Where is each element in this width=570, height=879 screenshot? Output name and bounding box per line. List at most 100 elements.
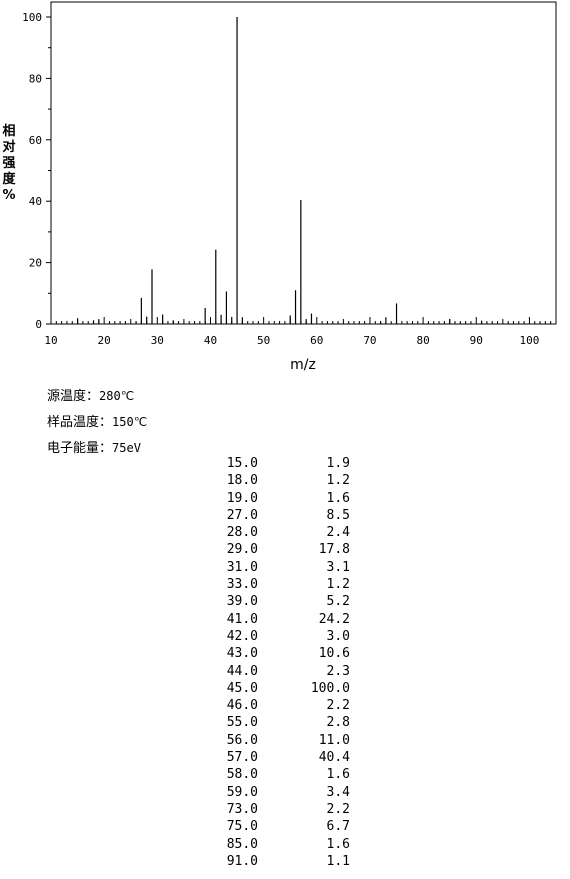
y-axis-title-char: 相 (2, 124, 16, 139)
peak-mz: 85.0 (226, 836, 258, 852)
x-tick-label: 10 (44, 334, 57, 347)
x-axis-label: m/z (290, 357, 316, 373)
peak-intensity: 1.9 (326, 456, 350, 471)
peak-mz: 55.0 (226, 715, 258, 731)
electron-energy: 电子能量：75eV (47, 437, 141, 456)
y-axis-title-char: 度 (2, 172, 16, 187)
x-tick-label: 90 (470, 334, 483, 347)
peak-intensity: 3.1 (326, 559, 350, 575)
peak-mz: 33.0 (226, 577, 258, 593)
condition-label: 样品温度： (47, 415, 113, 430)
peak-mz: 91.0 (226, 853, 258, 869)
peak-mz: 75.0 (226, 819, 258, 835)
table-row: 42.0 3.0 (200, 629, 350, 646)
condition-value: 150℃ (112, 415, 148, 429)
peak-intensity: 1.1 (326, 853, 350, 869)
peak-mz: 58.0 (226, 767, 258, 783)
peak-intensity: 8.5 (326, 507, 350, 523)
y-axis-title: 相 对 强 度 % (1, 124, 17, 204)
peak-intensity: 1.6 (326, 836, 350, 852)
peak-intensity: 24.2 (318, 611, 350, 627)
plot-frame (50, 1, 557, 325)
peak-mz: 46.0 (226, 698, 258, 714)
peak-mz: 28.0 (226, 525, 258, 541)
table-row: 28.0 2.4 (200, 525, 350, 542)
table-row: 15.0 1.9 (200, 456, 350, 473)
y-axis-title-char: 对 (2, 140, 16, 155)
y-tick-label: 0 (35, 318, 42, 331)
peak-intensity: 11.0 (318, 732, 350, 748)
table-row: 46.0 2.2 (200, 698, 350, 715)
table-row: 43.0 10.6 (200, 646, 350, 663)
peak-table: 15.0 1.9 18.0 1.2 19.0 1.6 27.0 8.5 28.0 2.4 29.0 1… (200, 456, 350, 871)
source-temperature: 源温度：280℃ (47, 385, 134, 404)
table-row: 59.0 3.4 (200, 785, 350, 802)
table-row: 57.0 40.4 (200, 750, 350, 767)
peak-mz: 19.0 (226, 490, 258, 506)
peak-mz: 29.0 (226, 542, 258, 558)
peak-mz: 27.0 (226, 507, 258, 523)
x-tick-label: 30 (151, 334, 164, 347)
y-axis-title-char: % (2, 188, 16, 203)
table-row: 39.0 5.2 (200, 594, 350, 611)
x-tick-label: 40 (204, 334, 217, 347)
peak-intensity: 1.2 (326, 473, 350, 489)
peak-intensity: 1.6 (326, 490, 350, 506)
table-row: 31.0 3.1 (200, 560, 350, 577)
peak-mz: 31.0 (226, 559, 258, 575)
y-tick-label: 20 (29, 257, 42, 270)
y-tick-label: 80 (29, 72, 42, 85)
table-row: 18.0 1.2 (200, 473, 350, 490)
table-row: 27.0 8.5 (200, 508, 350, 525)
peak-intensity: 17.8 (318, 542, 350, 558)
peak-intensity: 2.3 (326, 663, 350, 679)
peak-mz: 59.0 (226, 784, 258, 800)
peak-mz: 57.0 (226, 750, 258, 766)
table-row: 55.0 2.8 (200, 715, 350, 732)
x-tick-label: 70 (363, 334, 376, 347)
peak-mz: 42.0 (226, 628, 258, 644)
table-row: 45.0 100.0 (200, 681, 350, 698)
table-row: 44.0 2.3 (200, 664, 350, 681)
x-tick-label: 20 (98, 334, 111, 347)
y-tick-label: 60 (29, 134, 42, 147)
peak-intensity: 1.2 (326, 577, 350, 593)
peak-mz: 15.0 (226, 456, 258, 471)
y-tick-label: 40 (29, 195, 42, 208)
peak-intensity: 3.4 (326, 784, 350, 800)
peak-intensity: 6.7 (326, 819, 350, 835)
table-row: 41.0 24.2 (200, 612, 350, 629)
peak-mz: 18.0 (226, 473, 258, 489)
peak-intensity: 2.2 (326, 801, 350, 817)
y-tick-label: 100 (22, 11, 42, 24)
peak-intensity: 2.4 (326, 525, 350, 541)
peak-intensity: 100.0 (310, 680, 350, 696)
x-tick-label: 60 (310, 334, 323, 347)
condition-label: 电子能量： (47, 441, 113, 456)
peak-mz: 45.0 (226, 680, 258, 696)
table-row: 75.0 6.7 (200, 819, 350, 836)
y-axis-title-char: 强 (2, 156, 16, 171)
peak-mz: 73.0 (226, 801, 258, 817)
y-axis-ticks: 0 20 40 60 80 100 (22, 11, 51, 331)
peak-mz: 41.0 (226, 611, 258, 627)
condition-value: 75eV (112, 441, 141, 455)
peak-intensity: 1.6 (326, 767, 350, 783)
peak-intensity: 5.2 (326, 594, 350, 610)
spectrum-peaks (76, 17, 483, 324)
peak-intensity: 3.0 (326, 628, 350, 644)
condition-value: 280℃ (99, 389, 135, 403)
table-row: 58.0 1.6 (200, 767, 350, 784)
condition-label: 源温度： (47, 389, 100, 404)
x-tick-label: 50 (257, 334, 270, 347)
peak-intensity: 40.4 (318, 750, 350, 766)
table-row: 19.0 1.6 (200, 491, 350, 508)
x-tick-label: 100 (519, 334, 539, 347)
table-row: 91.0 1.1 (200, 854, 350, 871)
table-row: 85.0 1.6 (200, 837, 350, 854)
peak-intensity: 2.8 (326, 715, 350, 731)
peak-mz: 44.0 (226, 663, 258, 679)
table-row: 56.0 11.0 (200, 733, 350, 750)
peak-mz: 56.0 (226, 732, 258, 748)
peak-intensity: 10.6 (318, 646, 350, 662)
